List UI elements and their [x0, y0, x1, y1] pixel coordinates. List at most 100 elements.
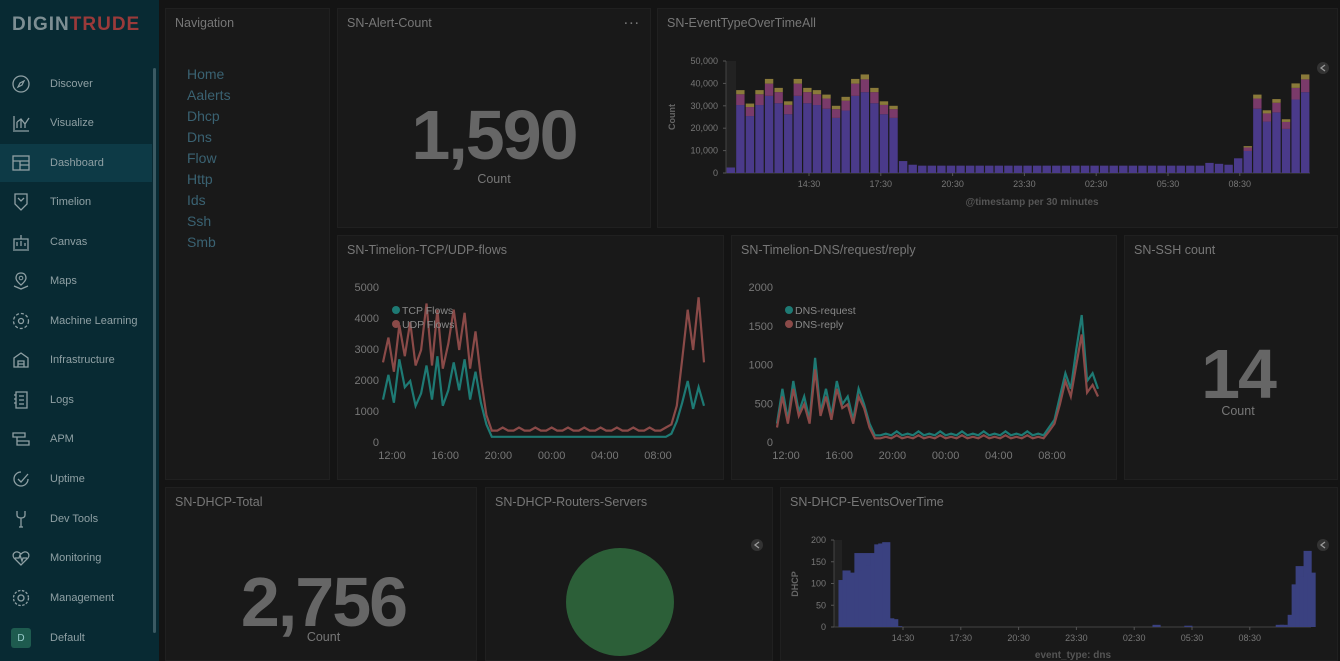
sidebar-item-label: Logs: [50, 394, 74, 406]
bar-segment: [784, 114, 793, 173]
bar-segment: [975, 165, 984, 173]
bar-segment: [822, 98, 831, 109]
sidebar-item-dashboard[interactable]: Dashboard: [0, 144, 152, 182]
bar-segment: [1281, 119, 1291, 122]
bar-segment: [841, 96, 850, 101]
sidebar-item-management[interactable]: Management: [0, 579, 152, 617]
nav-link-aalerts[interactable]: Aalerts: [187, 87, 231, 103]
bar-segment: [822, 94, 831, 99]
sidebar-item-label: Management: [50, 592, 115, 604]
bar-segment: [831, 105, 841, 110]
x-tick-label: 02:30: [1123, 633, 1146, 643]
bar-segment: [736, 94, 745, 106]
sidebar-scrollbar[interactable]: [153, 68, 156, 633]
legend-dot: [785, 320, 793, 328]
bar: [890, 619, 899, 627]
bar-segment: [1253, 94, 1262, 99]
sidebar-item-maps[interactable]: Maps: [0, 262, 152, 300]
x-tick-label: 00:00: [932, 450, 960, 462]
bar-segment: [851, 83, 860, 96]
bar-segment: [1052, 165, 1061, 173]
sidebar-item-timelion[interactable]: Timelion: [0, 183, 152, 221]
sidebar-item-machine-learning[interactable]: Machine Learning: [0, 302, 152, 340]
space-avatar: D: [11, 628, 31, 648]
x-tick-label: 05:30: [1181, 633, 1204, 643]
bar-segment: [1253, 108, 1262, 173]
bar-segment: [1205, 162, 1214, 173]
sidebar-item-monitoring[interactable]: Monitoring: [0, 539, 152, 577]
x-axis-title: event_type: dns: [1035, 650, 1112, 660]
bar-segment: [889, 105, 898, 110]
panel-options-button[interactable]: ...: [623, 11, 640, 28]
panel-title: SN-EventTypeOverTimeAll: [667, 16, 816, 30]
x-tick-label: 04:00: [985, 450, 1013, 462]
bar-segment: [1128, 165, 1138, 173]
bar-segment: [1224, 164, 1233, 173]
bar-segment: [1061, 165, 1071, 173]
bar-segment: [764, 83, 774, 96]
bar-segment: [774, 87, 783, 93]
space-selector[interactable]: D Default: [0, 619, 152, 657]
space-label: Default: [50, 632, 85, 644]
bar-segment: [1301, 74, 1310, 80]
canvas-icon: [11, 232, 31, 252]
y-tick-label: 40,000: [690, 78, 718, 88]
y-tick-label: 2000: [749, 282, 773, 294]
brand-logo[interactable]: DIGINTRUDE: [12, 14, 140, 36]
sidebar-item-label: Uptime: [50, 473, 85, 485]
nav-link-dhcp[interactable]: Dhcp: [187, 108, 220, 124]
y-tick-label: 0: [373, 437, 379, 449]
bar: [1152, 624, 1161, 627]
x-tick-label: 23:30: [1065, 633, 1088, 643]
sidebar-item-apm[interactable]: APM: [0, 420, 152, 458]
nav-link-ids[interactable]: Ids: [187, 192, 206, 208]
bar-segment: [898, 161, 908, 173]
gear-icon: [11, 588, 31, 608]
maps-icon: [11, 271, 31, 291]
bar-segment: [918, 165, 927, 173]
y-axis-title: DHCP: [790, 571, 800, 597]
y-tick-label: 4000: [355, 313, 379, 325]
bar-segment: [870, 87, 879, 93]
sidebar-item-label: Canvas: [50, 236, 88, 248]
sidebar-item-dev-tools[interactable]: Dev Tools: [0, 500, 152, 538]
panel-title: SN-Timelion-TCP/UDP-flows: [347, 243, 507, 257]
sidebar-item-logs[interactable]: Logs: [0, 381, 152, 419]
alert-count-panel: SN-Alert-Count ... 1,590 Count: [337, 8, 651, 228]
bar-segment: [1262, 113, 1272, 122]
bar: [894, 626, 903, 627]
sidebar-item-discover[interactable]: Discover: [0, 65, 152, 103]
y-tick-label: 0: [713, 168, 718, 178]
bar-segment: [803, 103, 812, 173]
nav-link-home[interactable]: Home: [187, 66, 225, 82]
bar-segment: [784, 101, 793, 105]
nav-link-dns[interactable]: Dns: [187, 129, 212, 145]
bar-segment: [1262, 110, 1272, 114]
nav-link-ssh[interactable]: Ssh: [187, 213, 212, 229]
bar-segment: [745, 116, 755, 173]
bar-segment: [956, 165, 965, 173]
bar-segment: [774, 103, 783, 173]
panel-title: SN-DHCP-Total: [175, 495, 263, 509]
series-line-dns-request: [775, 314, 1100, 437]
nav-link-smb[interactable]: Smb: [187, 234, 216, 250]
bar-segment: [1186, 165, 1195, 173]
sidebar-item-visualize[interactable]: Visualize: [0, 104, 152, 142]
bar-segment: [879, 101, 889, 105]
y-tick-label: 0: [767, 437, 773, 449]
sidebar-item-canvas[interactable]: Canvas: [0, 223, 152, 261]
pie-slice: [566, 548, 674, 656]
bar-segment: [1023, 165, 1032, 173]
bar-segment: [1291, 83, 1300, 88]
nav-link-flow[interactable]: Flow: [187, 150, 217, 166]
sidebar-item-infrastructure[interactable]: Infrastructure: [0, 341, 152, 379]
bar: [1184, 625, 1193, 627]
sidebar-item-label: Visualize: [50, 117, 94, 129]
bar-segment: [1281, 121, 1291, 129]
ml-icon: [11, 311, 31, 331]
chevron-left-icon: [1319, 541, 1326, 549]
ssh-count-value: 14: [1201, 335, 1277, 413]
nav-link-http[interactable]: Http: [187, 171, 213, 187]
bar-segment: [812, 90, 822, 95]
sidebar-item-uptime[interactable]: Uptime: [0, 460, 152, 498]
